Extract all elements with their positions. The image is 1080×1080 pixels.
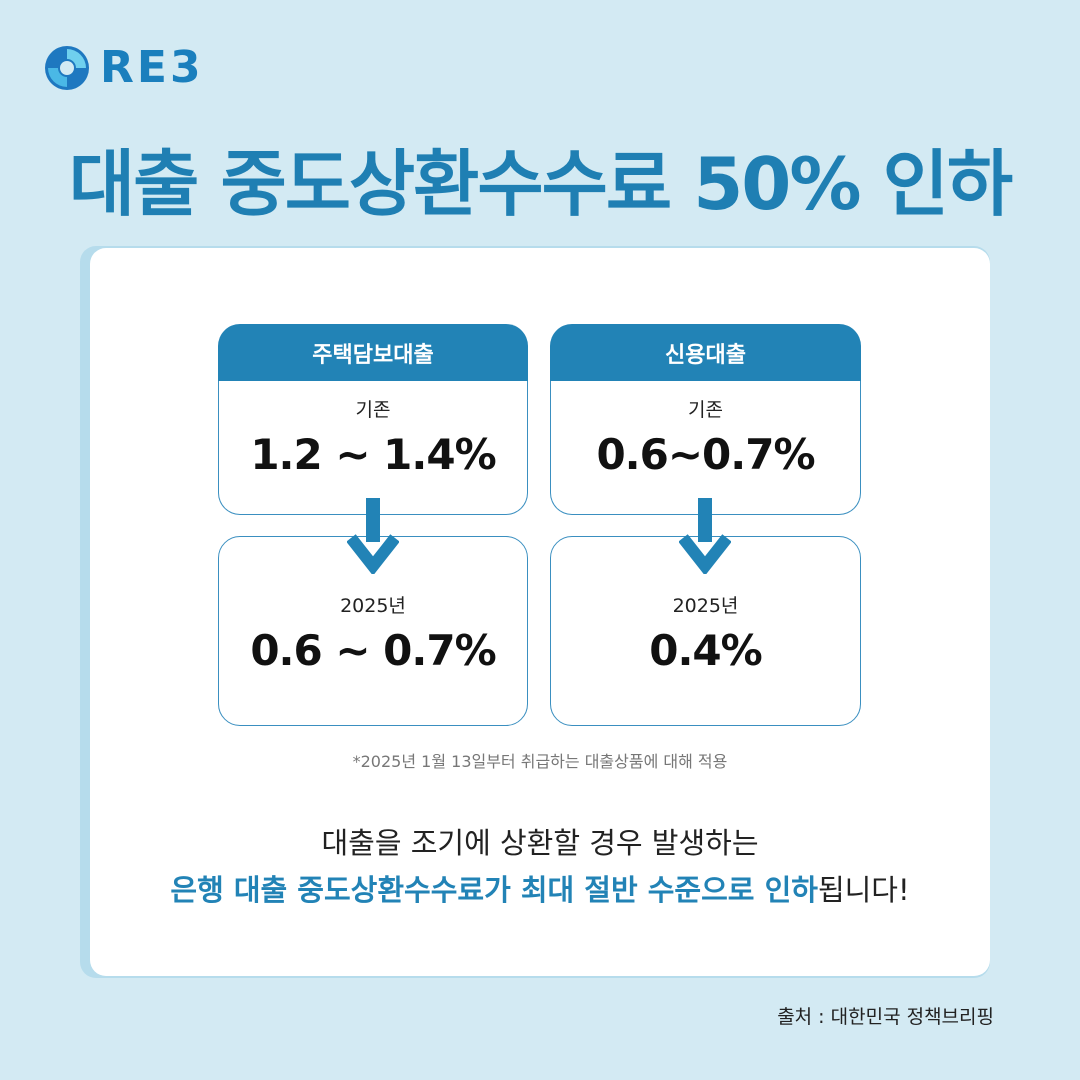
mortgage-before-value: 1.2 ~ 1.4% — [250, 430, 496, 479]
credit-before-value: 0.6~0.7% — [596, 430, 815, 479]
credit-after-label: 2025년 — [672, 595, 739, 617]
message-line-2: 은행 대출 중도상환수수료가 최대 절반 수준으로 인하됩니다! — [90, 867, 990, 909]
message-line-2-rest: 됩니다! — [817, 873, 910, 907]
column-header-credit: 신용대출 — [550, 324, 861, 382]
credit-after-value: 0.4% — [649, 626, 762, 675]
mortgage-before-box: 기존 1.2 ~ 1.4% — [218, 381, 528, 515]
mortgage-before-label: 기존 — [355, 399, 391, 421]
mortgage-after-label: 2025년 — [340, 595, 406, 617]
arrow-down-icon — [347, 498, 399, 574]
source-credit: 출처 : 대한민국 정책브리핑 — [777, 1006, 994, 1028]
mortgage-after-value: 0.6 ~ 0.7% — [250, 626, 496, 675]
logo-text: RE3 — [100, 42, 204, 93]
credit-before-label: 기존 — [688, 399, 723, 421]
message-line-1: 대출을 조기에 상환할 경우 발생하는 — [321, 826, 759, 860]
message-highlight: 은행 대출 중도상환수수료가 최대 절반 수준으로 인하 — [170, 873, 818, 907]
page-title: 대출 중도상환수수료 50% 인하 — [68, 142, 1013, 226]
logo-swirl-icon — [45, 45, 89, 90]
credit-before-box: 기존 0.6~0.7% — [550, 381, 861, 515]
brand-logo: RE3 — [42, 42, 204, 93]
arrow-down-icon — [679, 498, 731, 574]
footnote: *2025년 1월 13일부터 취급하는 대출상품에 대해 적용 — [352, 752, 728, 771]
column-header-mortgage: 주택담보대출 — [218, 324, 528, 382]
